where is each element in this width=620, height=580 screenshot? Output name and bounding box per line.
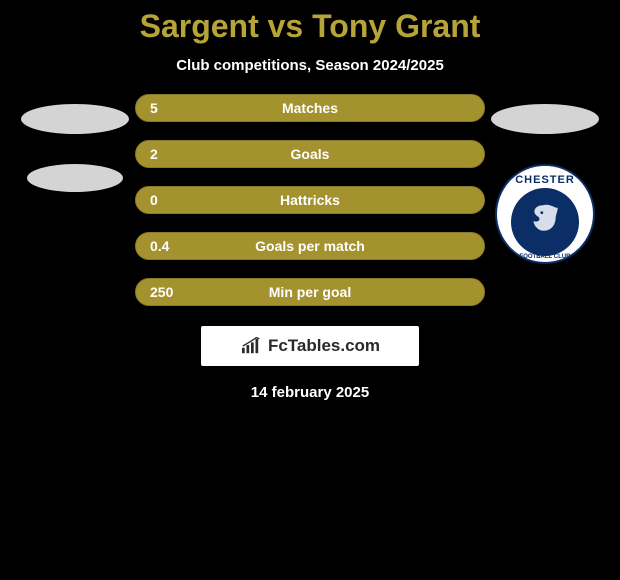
wolf-icon xyxy=(528,201,562,243)
page-subtitle: Club competitions, Season 2024/2025 xyxy=(176,57,444,74)
date-text: 14 february 2025 xyxy=(251,384,369,401)
stat-bar: 0 Hattricks xyxy=(135,186,485,214)
stat-value: 0 xyxy=(150,192,158,208)
stat-label: Matches xyxy=(136,100,484,116)
stat-value: 5 xyxy=(150,100,158,116)
club-badge-sub: FOOTBALL CLUB xyxy=(520,254,571,260)
stat-bar: 5 Matches xyxy=(135,94,485,122)
brand-text: FcTables.com xyxy=(268,336,380,356)
stat-label: Goals xyxy=(136,146,484,162)
stat-label: Min per goal xyxy=(136,284,484,300)
stat-value: 0.4 xyxy=(150,238,169,254)
club-badge: CHESTER FOOTBALL CLUB xyxy=(495,164,595,264)
stats-column: 5 Matches 2 Goals 0 Hattricks 0.4 Goals … xyxy=(135,94,485,306)
team-logo-placeholder-left-2 xyxy=(27,164,123,192)
stat-value: 2 xyxy=(150,146,158,162)
chart-icon xyxy=(240,337,262,355)
team-logo-placeholder-right-1 xyxy=(491,104,599,134)
page-title: Sargent vs Tony Grant xyxy=(140,8,481,45)
club-badge-name: CHESTER xyxy=(497,166,593,186)
left-team-column xyxy=(15,94,135,192)
stat-bar: 0.4 Goals per match xyxy=(135,232,485,260)
stat-label: Goals per match xyxy=(136,238,484,254)
main-area: 5 Matches 2 Goals 0 Hattricks 0.4 Goals … xyxy=(0,94,620,306)
team-logo-placeholder-left-1 xyxy=(21,104,129,134)
brand-box: FcTables.com xyxy=(201,326,419,366)
right-team-column: CHESTER FOOTBALL CLUB xyxy=(485,94,605,264)
stat-value: 250 xyxy=(150,284,173,300)
club-badge-inner xyxy=(511,188,579,256)
stat-label: Hattricks xyxy=(136,192,484,208)
stat-bar: 250 Min per goal xyxy=(135,278,485,306)
stat-bar: 2 Goals xyxy=(135,140,485,168)
